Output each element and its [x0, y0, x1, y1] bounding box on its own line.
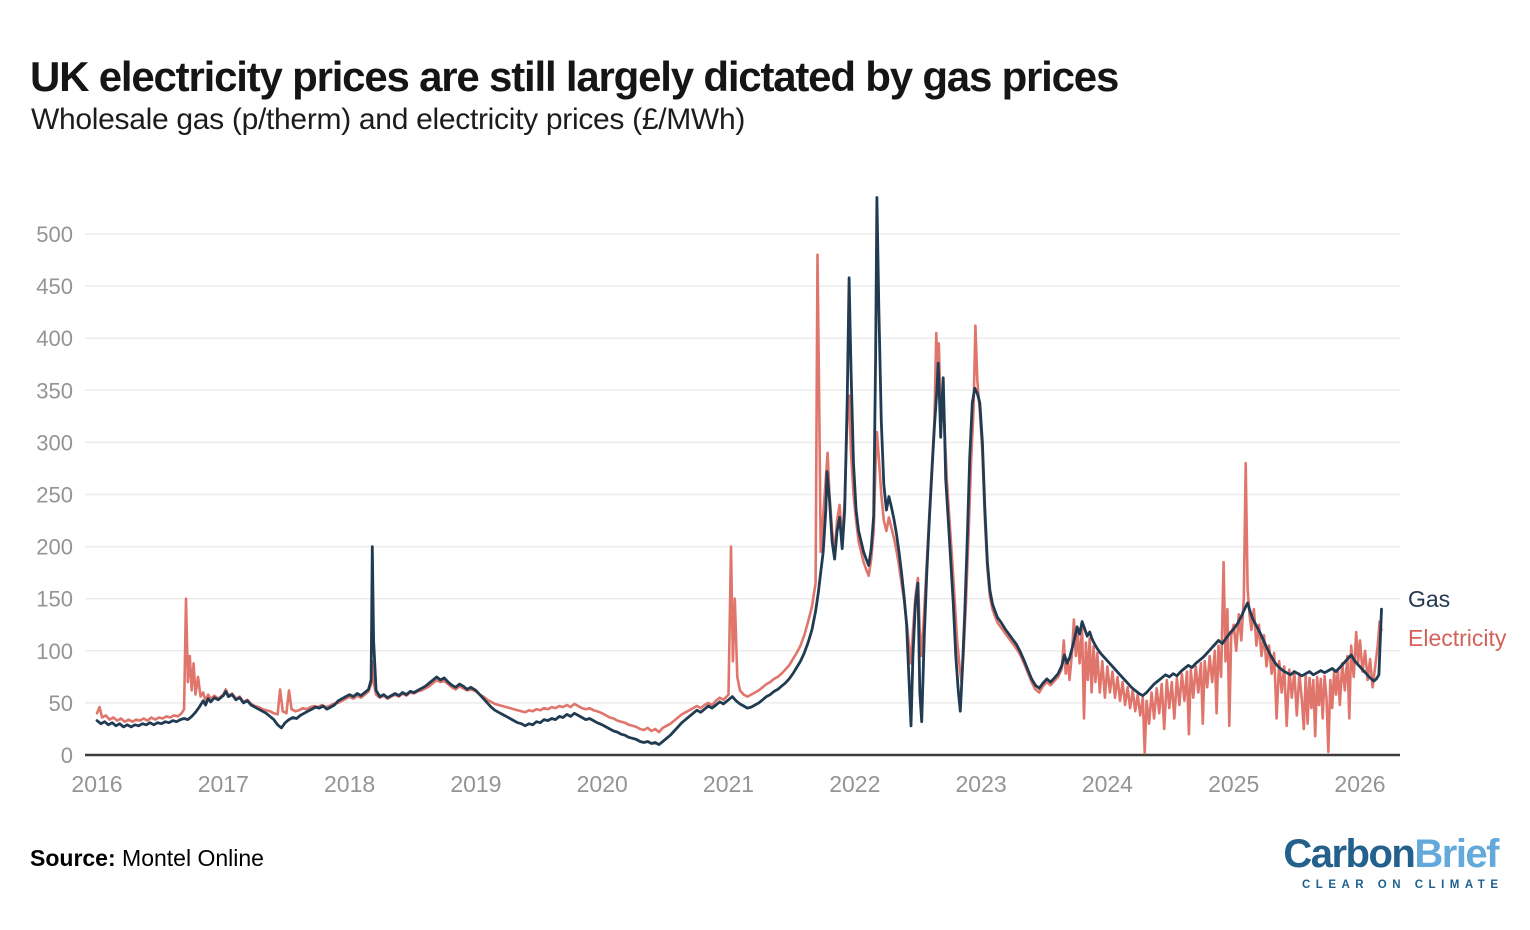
page-title: UK electricity prices are still largely … [30, 53, 1119, 101]
x-axis-tick-label: 2020 [577, 771, 628, 797]
x-axis-tick-label: 2018 [324, 771, 375, 797]
y-axis-tick-label: 350 [36, 378, 73, 403]
gas-legend-label: Gas [1408, 586, 1450, 612]
logo-tagline: CLEAR ON CLIMATE [1301, 879, 1504, 891]
y-axis-tick-label: 50 [49, 691, 73, 716]
y-axis-tick-label: 100 [36, 639, 73, 664]
chart-area: 0 50 100 150 200 250 300 350 400 450 500 2016 2017 20… [0, 160, 1530, 820]
carbonbrief-logo: CarbonBrief CLEAR ON CLIMATE [1283, 832, 1499, 892]
x-axis-tick-label: 2022 [829, 771, 880, 797]
x-axis-tick-label: 2025 [1208, 771, 1259, 797]
source-label: Source: [30, 845, 116, 871]
x-axis-tick-label: 2023 [956, 771, 1007, 797]
source-value: Montel Online [122, 845, 264, 871]
source-line: Source: Montel Online [30, 845, 264, 872]
y-axis-tick-label: 300 [36, 430, 73, 455]
x-axis-tick-labels: 2016 2017 2018 2019 2020 2021 2022 2023 2024 2025… [71, 771, 1385, 797]
x-axis-tick-label: 2017 [198, 771, 249, 797]
y-axis-tick-label: 150 [36, 587, 73, 612]
logo-carbon-text: Carbon [1283, 832, 1416, 876]
x-axis-tick-label: 2024 [1082, 771, 1133, 797]
y-axis-tick-label: 0 [61, 743, 73, 768]
carbonbrief-wordmark: CarbonBrief [1283, 832, 1499, 876]
x-axis-tick-label: 2016 [71, 771, 122, 797]
y-axis-tick-label: 450 [36, 274, 73, 299]
logo-brief-text: Brief [1414, 832, 1499, 876]
y-axis-tick-label: 200 [36, 535, 73, 560]
x-axis-tick-label: 2026 [1334, 771, 1385, 797]
electricity-legend-label: Electricity [1408, 625, 1507, 651]
y-axis-tick-label: 400 [36, 326, 73, 351]
gas-line [95, 196, 1383, 746]
electricity-line [95, 253, 1383, 755]
y-axis-tick-label: 250 [36, 483, 73, 508]
x-axis-tick-label: 2019 [450, 771, 501, 797]
x-axis-tick-label: 2021 [703, 771, 754, 797]
y-axis-tick-label: 500 [36, 222, 73, 247]
y-gridlines: 0 50 100 150 200 250 300 350 400 450 500 [36, 222, 1400, 768]
chart-subtitle: Wholesale gas (p/therm) and electricity … [31, 103, 746, 136]
